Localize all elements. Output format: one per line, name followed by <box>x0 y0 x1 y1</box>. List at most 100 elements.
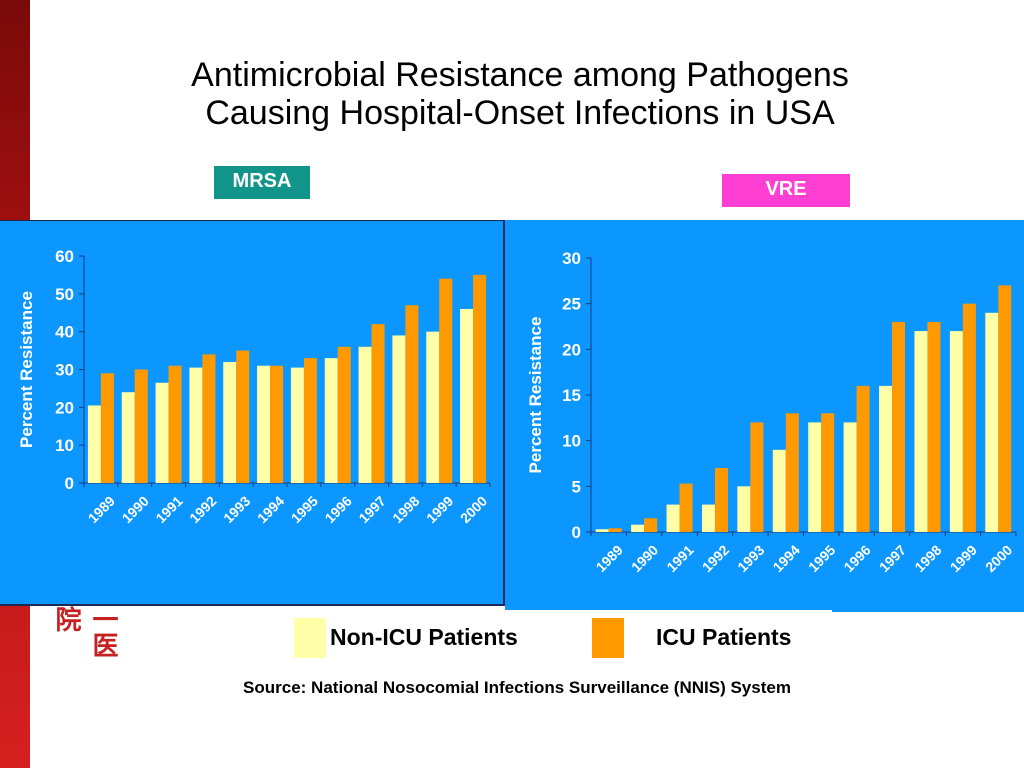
hospital-logo: HOSPITAL 一医院 <box>0 600 118 680</box>
mrsa-bar-icu-1997 <box>371 324 385 483</box>
vre-bar-icu-1993 <box>750 422 764 532</box>
mrsa-x-tick-label: 1997 <box>355 493 388 526</box>
title-line-2: Causing Hospital-Onset Infections in USA <box>205 94 835 132</box>
vre-bar-icu-1991 <box>679 483 693 532</box>
mrsa-bar-non-icu-1997 <box>358 346 372 483</box>
vre-y-tick-label: 25 <box>562 295 581 314</box>
vre-x-tick-label: 1999 <box>947 542 980 575</box>
mrsa-bar-non-icu-1996 <box>324 358 338 483</box>
mrsa-x-tick-label: 1994 <box>254 493 287 526</box>
vre-bar-icu-1999 <box>962 303 976 532</box>
mrsa-y-tick-label: 20 <box>55 398 74 417</box>
vre-y-tick-label: 0 <box>572 523 581 542</box>
vre-bar-non-icu-1993 <box>737 486 751 532</box>
vre-bar-non-icu-2000 <box>985 312 999 532</box>
mrsa-bar-non-icu-1995 <box>290 367 304 483</box>
mrsa-bar-icu-1991 <box>168 365 182 483</box>
mrsa-bar-non-icu-1991 <box>155 382 169 483</box>
vre-y-tick-label: 5 <box>572 477 581 496</box>
vre-bar-non-icu-1995 <box>808 422 822 532</box>
vre-y-tick-label: 30 <box>562 249 581 268</box>
vre-x-tick-label: 2000 <box>982 542 1015 575</box>
mrsa-bar-icu-1990 <box>134 369 148 483</box>
mrsa-x-tick-label: 1992 <box>186 493 219 526</box>
vre-bar-non-icu-1989 <box>595 529 609 532</box>
legend-label-non-icu: Non-ICU Patients <box>330 624 518 650</box>
vre-x-tick-label: 1997 <box>876 542 909 575</box>
vre-bar-icu-1997 <box>892 321 906 532</box>
mrsa-bar-icu-1998 <box>405 305 419 483</box>
legend-swatch-non-icu <box>294 618 326 658</box>
vre-y-tick-label: 10 <box>562 432 581 451</box>
mrsa-chart-panel: 0 10 20 30 40 50 60 Percent Resistance 1989 1990 1… <box>0 220 505 606</box>
mrsa-bar-icu-1994 <box>270 365 284 483</box>
vre-bar-non-icu-1991 <box>666 504 680 532</box>
mrsa-x-tick-label: 1993 <box>220 493 253 526</box>
vre-bar-icu-1992 <box>714 468 728 532</box>
mrsa-y-tick-label: 60 <box>55 247 74 266</box>
vre-bar-icu-1998 <box>927 321 941 532</box>
vre-bar-non-icu-1996 <box>843 422 857 532</box>
title-line-1: Antimicrobial Resistance among Pathogens <box>191 56 849 94</box>
mrsa-x-tick-label: 1999 <box>423 493 456 526</box>
mrsa-x-tick-label: 1998 <box>389 493 422 526</box>
vre-chart-panel: 0 5 10 15 20 25 30 Percent Resistance 1989 1990 19… <box>505 220 1024 610</box>
mrsa-bar-non-icu-2000 <box>460 308 474 483</box>
vre-x-tick-label: 1998 <box>911 542 944 575</box>
vre-x-tick-label: 1993 <box>734 542 767 575</box>
mrsa-bar-icu-1993 <box>236 350 250 483</box>
mrsa-bar-icu-1996 <box>337 346 351 483</box>
vre-chart-title: VRE <box>722 174 850 207</box>
mrsa-y-axis-label: Percent Resistance <box>17 291 36 448</box>
vre-bar-icu-1994 <box>785 413 799 532</box>
mrsa-bar-non-icu-1998 <box>392 335 406 483</box>
vre-bar-non-icu-1999 <box>949 331 963 532</box>
mrsa-y-tick-label: 40 <box>55 323 74 342</box>
mrsa-y-tick-label: 0 <box>65 474 74 493</box>
logo-cjk-text: 一医院 <box>51 606 118 658</box>
mrsa-bar-icu-1992 <box>202 354 216 483</box>
mrsa-y-tick-label: 30 <box>55 361 74 380</box>
vre-x-tick-label: 1995 <box>805 542 838 575</box>
mrsa-chart-title: MRSA <box>214 166 310 199</box>
vre-x-tick-label: 1990 <box>628 542 661 575</box>
mrsa-x-tick-label: 1995 <box>288 493 321 526</box>
vre-bar-non-icu-1994 <box>772 449 786 532</box>
vre-bar-icu-1996 <box>856 385 870 532</box>
mrsa-bar-non-icu-1990 <box>121 392 135 483</box>
mrsa-x-tick-label: 1989 <box>85 493 118 526</box>
mrsa-bar-non-icu-1999 <box>426 331 440 483</box>
mrsa-bar-icu-1999 <box>439 278 453 483</box>
legend-swatch-icu <box>592 618 624 658</box>
mrsa-x-tick-label: 1991 <box>152 493 185 526</box>
mrsa-bar-icu-1995 <box>303 358 317 483</box>
vre-bar-icu-1990 <box>644 518 658 532</box>
vre-bar-non-icu-1992 <box>701 504 715 532</box>
mrsa-x-tick-label: 2000 <box>457 493 490 526</box>
mrsa-bar-non-icu-1989 <box>87 405 101 483</box>
source-note: Source: National Nosocomial Infections S… <box>243 678 791 697</box>
vre-x-tick-label: 1992 <box>699 542 732 575</box>
vre-x-tick-label: 1994 <box>770 542 803 575</box>
vre-y-tick-label: 20 <box>562 340 581 359</box>
vre-x-tick-label: 1991 <box>663 542 696 575</box>
vre-bar-non-icu-1990 <box>631 524 645 532</box>
mrsa-bar-icu-1989 <box>100 373 114 483</box>
mrsa-y-tick-label: 50 <box>55 285 74 304</box>
vre-y-tick-label: 15 <box>562 386 581 405</box>
vre-bar-non-icu-1997 <box>879 385 893 532</box>
mrsa-bar-non-icu-1993 <box>223 361 237 483</box>
mrsa-bar-icu-2000 <box>473 274 487 483</box>
vre-bar-non-icu-1998 <box>914 331 928 532</box>
mrsa-x-tick-label: 1996 <box>322 493 355 526</box>
slide-title: Antimicrobial Resistance among Pathogens… <box>100 56 940 132</box>
mrsa-bar-non-icu-1992 <box>189 367 203 483</box>
vre-panel-extension <box>832 600 1024 612</box>
vre-bar-icu-2000 <box>998 285 1012 532</box>
vre-y-axis-label: Percent Resistance <box>526 317 545 474</box>
vre-bar-icu-1995 <box>821 413 835 532</box>
vre-bar-icu-1989 <box>608 528 622 532</box>
vre-x-tick-label: 1996 <box>840 542 873 575</box>
